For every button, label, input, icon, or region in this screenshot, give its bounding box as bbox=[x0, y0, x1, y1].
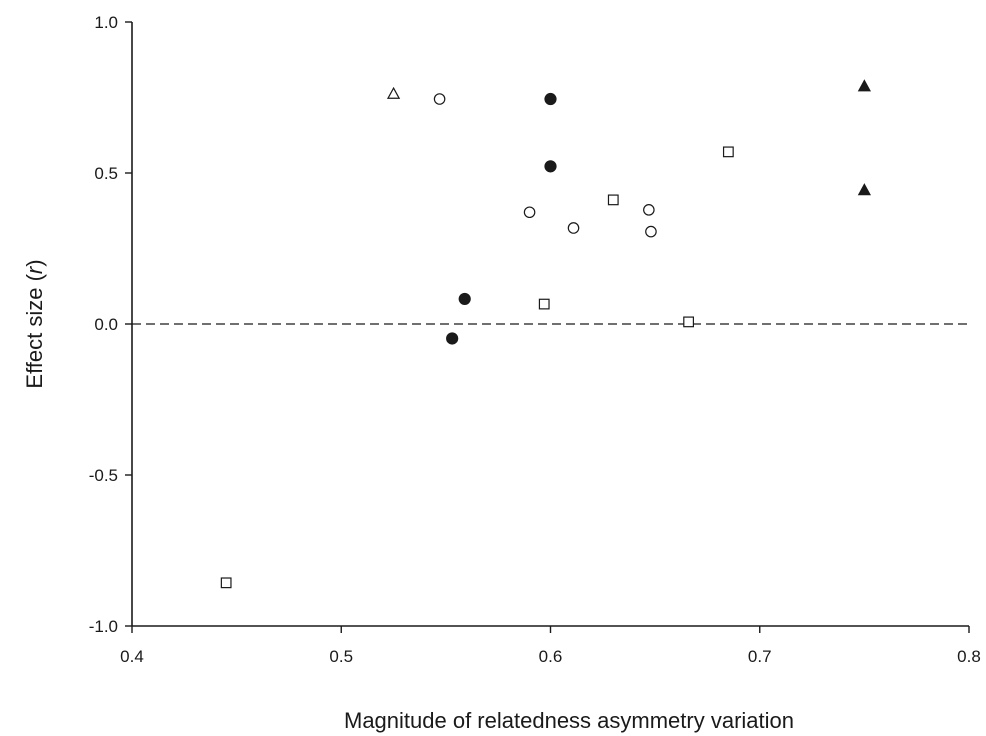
y-axis-title-end: ) bbox=[22, 259, 47, 266]
open-square-point bbox=[220, 577, 232, 589]
x-tick-label: 0.6 bbox=[539, 647, 563, 666]
open-circle-point bbox=[523, 206, 536, 219]
y-tick-label: -1.0 bbox=[89, 617, 118, 636]
open-circle-point bbox=[643, 204, 655, 216]
data-points bbox=[220, 79, 871, 589]
open-circle-point bbox=[567, 222, 580, 234]
y-axis-title-main: Effect size ( bbox=[22, 273, 47, 388]
filled-triangle-point bbox=[857, 183, 871, 196]
y-axis-title: Effect size (r) bbox=[22, 259, 47, 388]
y-tick-label: 0.5 bbox=[94, 164, 118, 183]
open-circle-point bbox=[433, 93, 446, 105]
x-axis-title: Magnitude of relatedness asymmetry varia… bbox=[344, 708, 794, 733]
open-square-point bbox=[683, 316, 695, 328]
y-axis-title-italic: r bbox=[22, 265, 47, 274]
x-tick-label: 0.5 bbox=[329, 647, 353, 666]
open-square-point bbox=[607, 194, 619, 206]
y-tick-label: 1.0 bbox=[94, 13, 118, 32]
filled-circle-point bbox=[458, 292, 471, 306]
open-square-point bbox=[538, 298, 550, 310]
x-tick-label: 0.4 bbox=[120, 647, 144, 666]
filled-triangle-point bbox=[857, 79, 871, 92]
filled-circle-point bbox=[544, 92, 557, 106]
open-square-point bbox=[722, 146, 734, 158]
x-tick-label: 0.7 bbox=[748, 647, 772, 666]
x-tick-label: 0.8 bbox=[957, 647, 981, 666]
y-tick-label: -0.5 bbox=[89, 466, 118, 485]
ticks: 0.4 0.5 0.6 0.7 0.8 -1.0 -0.5 0.0 0.5 1.0 bbox=[89, 13, 981, 666]
filled-circle-point bbox=[446, 332, 459, 345]
y-tick-label: 0.0 bbox=[94, 315, 118, 334]
open-triangle-point bbox=[386, 86, 401, 99]
filled-circle-point bbox=[544, 160, 557, 173]
axes bbox=[131, 22, 969, 627]
open-circle-point bbox=[645, 225, 657, 238]
